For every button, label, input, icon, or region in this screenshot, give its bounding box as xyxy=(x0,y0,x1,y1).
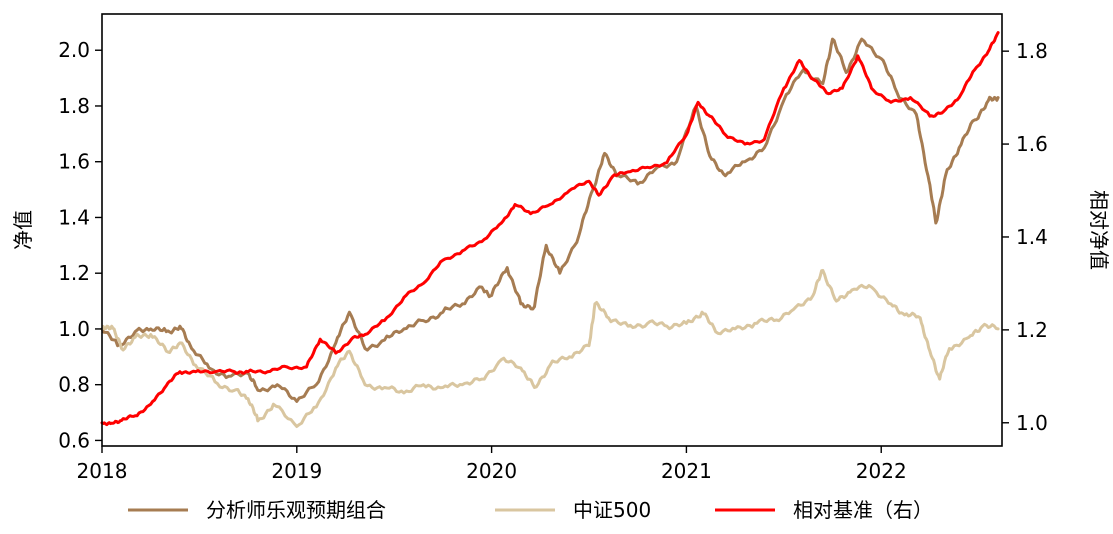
y-right-tick-label: 1.2 xyxy=(1016,318,1048,342)
y-left-tick-label: 1.4 xyxy=(58,205,90,229)
y-axis-left-title: 净值 xyxy=(11,210,35,250)
series-line-csi500 xyxy=(100,268,1000,428)
series-layer xyxy=(100,31,1000,428)
series-line-relative-benchmark xyxy=(100,31,1000,427)
y-left-tick-label: 0.8 xyxy=(58,373,90,397)
y-left-tick-label: 1.0 xyxy=(58,317,90,341)
x-tick-label: 2022 xyxy=(856,459,907,483)
y-right-tick-label: 1.6 xyxy=(1016,132,1048,156)
x-tick-label: 2018 xyxy=(77,459,128,483)
y-right-tick-label: 1.0 xyxy=(1016,411,1048,435)
y-right-tick-label: 1.8 xyxy=(1016,39,1048,63)
y-left-tick-label: 1.6 xyxy=(58,150,90,174)
legend: 分析师乐观预期组合 中证500 相对基准（右） xyxy=(128,498,933,522)
legend-label-optimistic-portfolio: 分析师乐观预期组合 xyxy=(206,498,386,522)
y-left-tick-label: 1.2 xyxy=(58,261,90,285)
y-left-tick-label: 2.0 xyxy=(58,38,90,62)
x-axis: 2018 2019 2020 2021 2022 xyxy=(77,446,907,483)
y-left-tick-label: 0.6 xyxy=(58,428,90,452)
y-left-tick-label: 1.8 xyxy=(58,94,90,118)
plot-frame xyxy=(101,13,1003,447)
y-right-tick-label: 1.4 xyxy=(1016,225,1048,249)
y-axis-right: 1.0 1.2 1.4 1.6 1.8 xyxy=(1002,39,1048,435)
legend-label-relative-benchmark: 相对基准（右） xyxy=(793,498,933,522)
x-tick-label: 2021 xyxy=(661,459,712,483)
legend-label-csi500: 中证500 xyxy=(573,498,651,522)
series-line-optimistic-portfolio xyxy=(100,37,1000,403)
y-axis-left: 0.6 0.8 1.0 1.2 1.4 1.6 1.8 2.0 xyxy=(58,38,102,452)
y-axis-right-title: 相对净值 xyxy=(1087,190,1111,270)
x-tick-label: 2019 xyxy=(271,459,322,483)
x-tick-label: 2020 xyxy=(466,459,517,483)
